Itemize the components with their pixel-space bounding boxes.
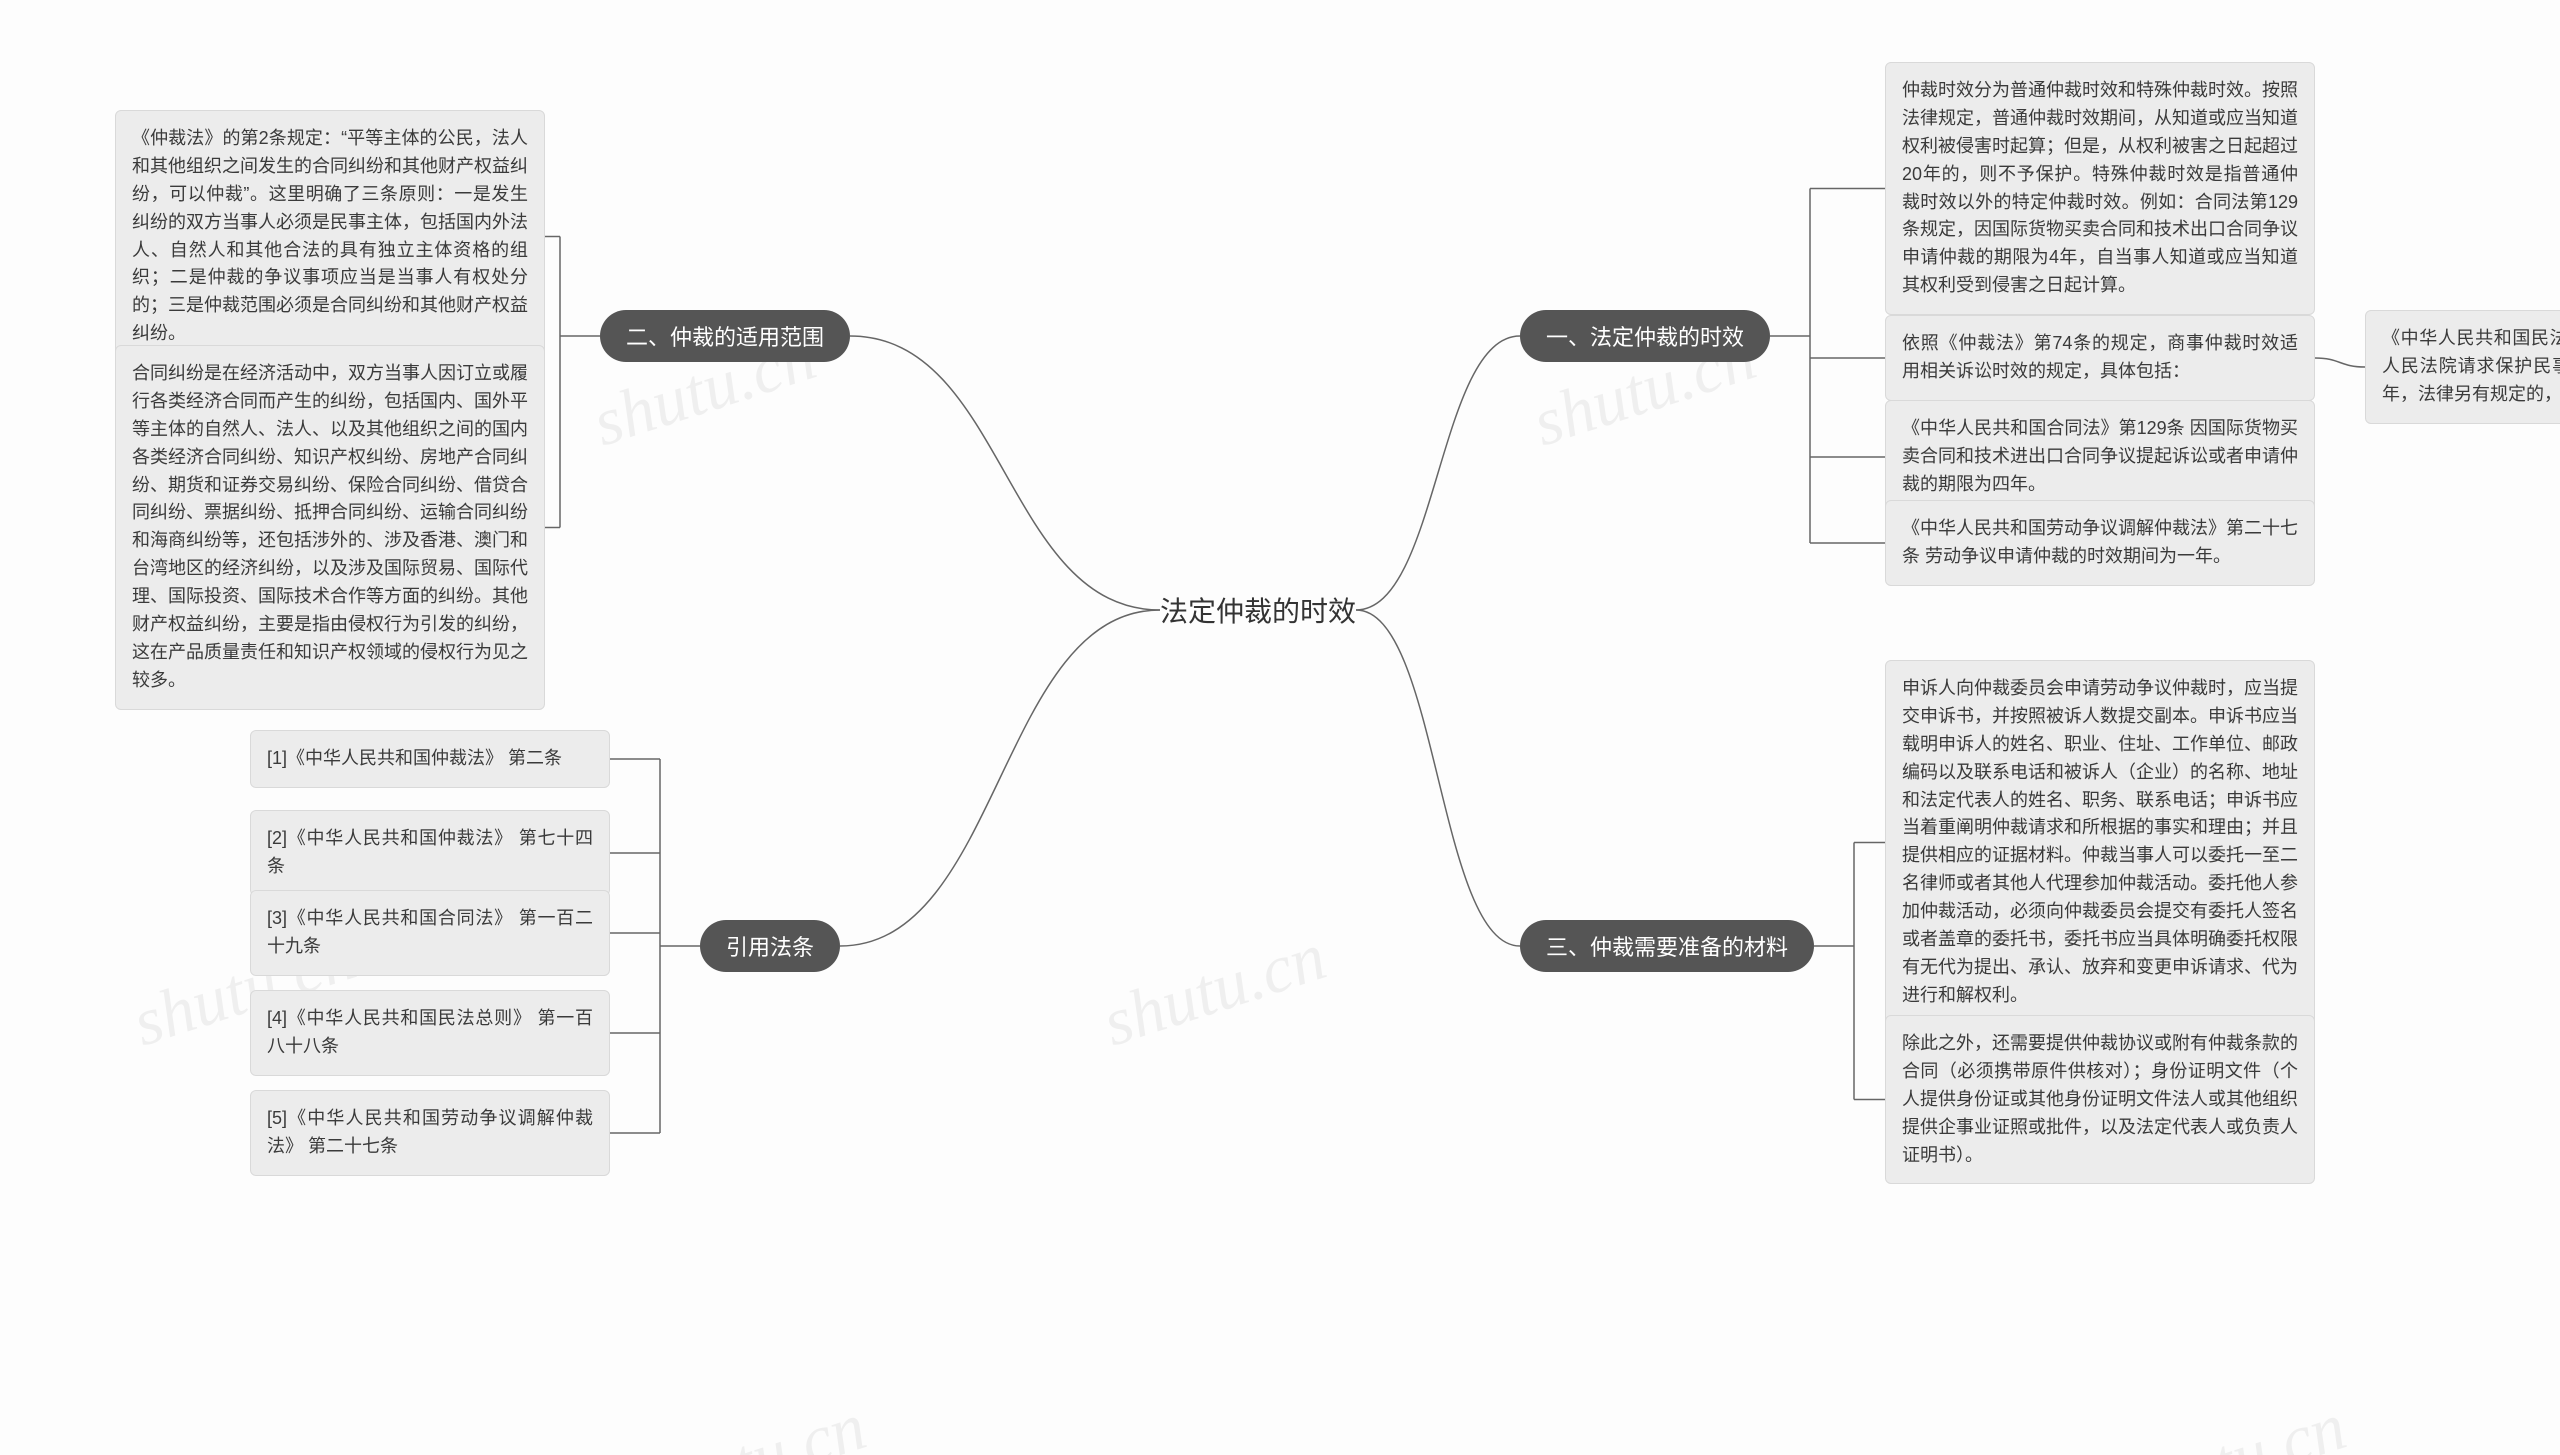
leaf-b1c2a: 《中华人民共和国民法总则》第一百八十八条 向人民法院请求保护民事权利的诉讼时效期… [2365, 310, 2560, 424]
branch-b2: 二、仲裁的适用范围 [600, 310, 850, 362]
leaf-b4c3: [3]《中华人民共和国合同法》 第一百二十九条 [250, 890, 610, 976]
leaf-b2c2: 合同纠纷是在经济活动中，双方当事人因订立或履行各类经济合同而产生的纠纷，包括国内… [115, 345, 545, 710]
branch-b3: 三、仲裁需要准备的材料 [1520, 920, 1814, 972]
leaf-b4c2: [2]《中华人民共和国仲裁法》 第七十四条 [250, 810, 610, 896]
branch-b4: 引用法条 [700, 920, 840, 972]
leaf-b1c3: 《中华人民共和国合同法》第129条 因国际货物买卖合同和技术进出口合同争议提起诉… [1885, 400, 2315, 514]
leaf-b4c4: [4]《中华人民共和国民法总则》 第一百八十八条 [250, 990, 610, 1076]
leaf-b1c2: 依照《仲裁法》第74条的规定，商事仲裁时效适用相关诉讼时效的规定，具体包括： [1885, 315, 2315, 401]
leaf-b3c2: 除此之外，还需要提供仲裁协议或附有仲裁条款的合同（必须携带原件供核对）；身份证明… [1885, 1015, 2315, 1184]
leaf-b4c5: [5]《中华人民共和国劳动争议调解仲裁法》 第二十七条 [250, 1090, 610, 1176]
branch-b1: 一、法定仲裁的时效 [1520, 310, 1770, 362]
leaf-b1c1: 仲裁时效分为普通仲裁时效和特殊仲裁时效。按照法律规定，普通仲裁时效期间，从知道或… [1885, 62, 2315, 315]
watermark: shutu.cn [2113, 1387, 2355, 1455]
watermark: shutu.cn [1093, 917, 1335, 1063]
leaf-b4c1: [1]《中华人民共和国仲裁法》 第二条 [250, 730, 610, 788]
leaf-b2c1: 《仲裁法》的第2条规定：“平等主体的公民，法人和其他组织之间发生的合同纠纷和其他… [115, 110, 545, 363]
leaf-b3c1: 申诉人向仲裁委员会申请劳动争议仲裁时，应当提交申诉书，并按照被诉人数提交副本。申… [1885, 660, 2315, 1025]
mindmap-root: 法定仲裁的时效 [1160, 590, 1356, 630]
leaf-b1c4: 《中华人民共和国劳动争议调解仲裁法》第二十七条 劳动争议申请仲裁的时效期间为一年… [1885, 500, 2315, 586]
watermark: shutu.cn [633, 1387, 875, 1455]
